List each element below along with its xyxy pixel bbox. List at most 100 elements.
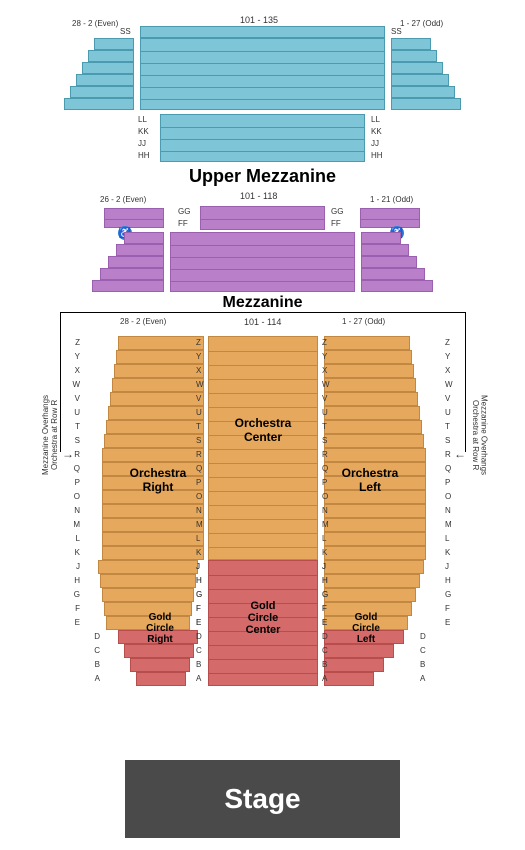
label: N	[445, 507, 451, 515]
mezz-side-right[interactable]	[361, 280, 433, 292]
orchestra-left[interactable]	[324, 350, 412, 364]
orchestra-right-mid[interactable]	[98, 560, 198, 574]
orchestra-left[interactable]	[324, 532, 426, 546]
mezz-side-left[interactable]	[108, 256, 164, 268]
orchestra-right[interactable]	[106, 420, 204, 434]
mezz-side-right[interactable]	[361, 268, 425, 280]
label: S	[60, 437, 80, 445]
upper-mezz-wing-right[interactable]	[391, 38, 431, 50]
label: M	[322, 521, 329, 529]
mezz-side-left[interactable]	[100, 268, 164, 280]
upper-mezz-wing-right[interactable]	[391, 62, 443, 74]
mezz-side-right[interactable]	[361, 232, 401, 244]
orchestra-left-title: OrchestraLeft	[324, 466, 416, 494]
orchestra-right[interactable]	[118, 336, 204, 350]
label: M	[445, 521, 452, 529]
label: 28 - 2 (Even)	[72, 20, 118, 28]
label: S	[196, 437, 201, 445]
upper-mezz-wing-right[interactable]	[391, 98, 461, 110]
gold-left[interactable]	[324, 658, 384, 672]
mezz-side-left[interactable]	[116, 244, 164, 256]
upper-mezz-wing-right[interactable]	[391, 74, 449, 86]
orchestra-left-mid[interactable]	[324, 560, 424, 574]
upper-mezz-wing-left[interactable]	[64, 98, 134, 110]
orchestra-left[interactable]	[324, 406, 420, 420]
label: A	[322, 675, 327, 683]
orchestra-right[interactable]	[114, 364, 204, 378]
orchestra-right[interactable]	[102, 546, 204, 560]
label: J	[60, 563, 80, 571]
label: 101 - 118	[240, 192, 277, 201]
mezz-side-right[interactable]	[361, 244, 409, 256]
label: W	[322, 381, 330, 389]
orchestra-right[interactable]	[102, 504, 204, 518]
label: L	[60, 535, 80, 543]
label: Z	[322, 339, 327, 347]
orchestra-right[interactable]	[108, 406, 204, 420]
mezz-side-right[interactable]	[361, 256, 417, 268]
upper-mezz-wing-right[interactable]	[391, 50, 437, 62]
gold-right[interactable]	[130, 658, 190, 672]
upper-mezz-center[interactable]	[140, 38, 385, 110]
upper-mezz-wing-right[interactable]	[391, 86, 455, 98]
orchestra-left[interactable]	[324, 448, 426, 462]
orchestra-left-mid[interactable]	[324, 588, 416, 602]
label: A	[420, 675, 425, 683]
gold-left[interactable]	[324, 644, 394, 658]
gold-right[interactable]	[124, 644, 194, 658]
orchestra-right[interactable]	[112, 378, 204, 392]
gold-left[interactable]	[324, 672, 374, 686]
label: U	[60, 409, 80, 417]
orchestra-right[interactable]	[116, 350, 204, 364]
label: 1 - 27 (Odd)	[400, 20, 443, 28]
mezz-wing-left[interactable]	[104, 208, 164, 228]
gold-center-title: GoldCircleCenter	[208, 600, 318, 636]
upper-mezz-wing-left[interactable]	[76, 74, 134, 86]
label: W	[60, 381, 80, 389]
orchestra-left[interactable]	[324, 364, 414, 378]
label: F	[196, 605, 201, 613]
label: K	[322, 549, 327, 557]
label: GG	[178, 208, 190, 216]
orchestra-center[interactable]	[208, 336, 318, 560]
orchestra-right[interactable]	[102, 448, 204, 462]
label: Q	[445, 465, 451, 473]
orchestra-right[interactable]	[104, 434, 204, 448]
label: N	[322, 507, 328, 515]
label: F	[60, 605, 80, 613]
orchestra-left[interactable]	[324, 504, 426, 518]
orchestra-right[interactable]	[102, 532, 204, 546]
orchestra-right-mid[interactable]	[100, 574, 196, 588]
orchestra-left[interactable]	[324, 336, 410, 350]
mezz-side-left[interactable]	[92, 280, 164, 292]
upper-mezz-wing-left[interactable]	[94, 38, 134, 50]
mezz-top[interactable]	[200, 206, 325, 230]
label: Z	[196, 339, 201, 347]
upper-mezz-wing-left[interactable]	[88, 50, 134, 62]
orchestra-left[interactable]	[324, 518, 426, 532]
label: G	[322, 591, 328, 599]
label: LL	[371, 116, 380, 124]
label: 1 - 21 (Odd)	[370, 196, 413, 204]
label: SS	[391, 28, 402, 36]
orchestra-left[interactable]	[324, 546, 426, 560]
mezz-wing-right[interactable]	[360, 208, 420, 228]
orchestra-left[interactable]	[324, 434, 424, 448]
upper-mezz-wing-left[interactable]	[82, 62, 134, 74]
mezz-side-left[interactable]	[124, 232, 164, 244]
orchestra-right[interactable]	[110, 392, 204, 406]
orchestra-left-mid[interactable]	[324, 574, 420, 588]
label: E	[322, 619, 327, 627]
orchestra-left[interactable]	[324, 378, 416, 392]
label: O	[60, 493, 80, 501]
mezz-center[interactable]	[170, 232, 355, 292]
orchestra-left[interactable]	[324, 420, 422, 434]
upper-mezz-lower[interactable]	[160, 114, 365, 162]
upper-mezz-wing-left[interactable]	[70, 86, 134, 98]
gold-right[interactable]	[136, 672, 186, 686]
orchestra-right-mid[interactable]	[102, 588, 194, 602]
orchestra-right[interactable]	[102, 518, 204, 532]
label: Z	[445, 339, 450, 347]
upper-mezz-ss[interactable]	[140, 26, 385, 38]
orchestra-left[interactable]	[324, 392, 418, 406]
